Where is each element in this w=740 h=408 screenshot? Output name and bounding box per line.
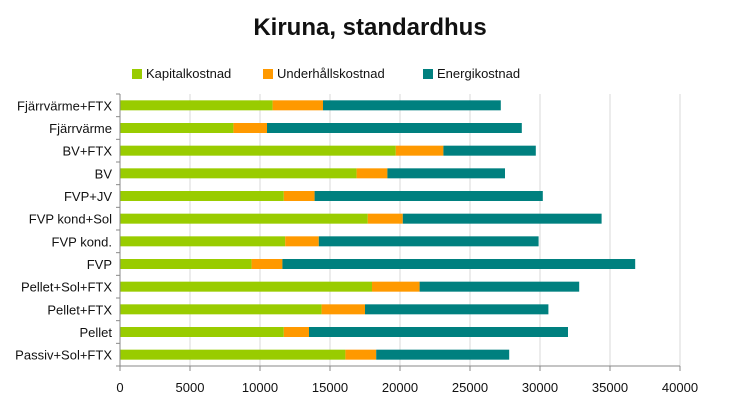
axes: 0 5000 10000 15000 20000 25000 30000 35000 40000… — [15, 93, 698, 395]
bar-segment — [376, 349, 510, 360]
bar-segment — [120, 168, 357, 179]
x-tick-label: 25000 — [452, 380, 488, 395]
bar-segment — [419, 281, 580, 292]
y-tick-label: FVP kond. — [52, 234, 112, 249]
y-tick-label: Passiv+Sol+FTX — [15, 348, 112, 363]
bar-segment — [120, 304, 322, 315]
bar-segment — [283, 191, 315, 201]
y-tick-label: BV — [95, 166, 113, 181]
bar-segment — [233, 123, 267, 133]
x-tick-label: 0 — [116, 380, 123, 395]
bar-segment — [309, 327, 568, 337]
bar-segment — [395, 145, 444, 156]
bar-segment — [356, 168, 388, 179]
bar-segment — [120, 259, 252, 269]
bar-segment — [402, 213, 602, 224]
bar-segment — [120, 281, 372, 292]
x-tick-label: 20000 — [382, 380, 418, 395]
bar-segment — [120, 213, 368, 224]
legend: Kapitalkostnad Underhållskostnad Energik… — [0, 66, 740, 86]
bar-segment — [282, 259, 636, 269]
legend-item-kapitalkostnad: Kapitalkostnad — [132, 66, 231, 81]
gridlines — [189, 94, 681, 366]
bar-segment — [120, 349, 346, 360]
y-tick-label: FVP kond+Sol — [29, 212, 112, 227]
bar-segment — [283, 327, 309, 337]
bar-segment — [285, 236, 319, 247]
y-tick-label: Pellet+Sol+FTX — [21, 280, 112, 295]
bar-segment — [120, 191, 284, 201]
y-tick-label: Fjärrvärme — [49, 121, 112, 136]
bar-segment — [387, 168, 505, 179]
bar-segment — [321, 304, 365, 315]
bar-segment — [365, 304, 549, 315]
legend-swatch-underhallskostnad — [263, 68, 273, 79]
bar-segment — [120, 327, 284, 337]
x-tick-label: 35000 — [592, 380, 628, 395]
x-tick-label: 30000 — [522, 380, 558, 395]
bar-segment — [318, 236, 539, 247]
legend-label-underhallskostnad: Underhållskostnad — [277, 66, 385, 81]
x-tick-label: 5000 — [176, 380, 205, 395]
bar-segment — [120, 123, 234, 133]
legend-label-energikostnad: Energikostnad — [437, 66, 521, 81]
x-tick-label: 10000 — [242, 380, 278, 395]
bar-segment — [120, 236, 286, 247]
legend-swatch-energikostnad — [423, 68, 433, 79]
bar-segment — [367, 213, 403, 224]
legend-item-underhallskostnad: Underhållskostnad — [263, 66, 385, 81]
bar-segment — [345, 349, 377, 360]
bar-segment — [267, 123, 522, 133]
bar-segment — [443, 145, 536, 156]
legend-item-energikostnad: Energikostnad — [423, 66, 520, 81]
bar-segment — [314, 191, 543, 201]
bar-segment — [251, 259, 283, 269]
legend-swatch-kapitalkostnad — [132, 68, 142, 79]
chart-title: Kiruna, standardhus — [253, 14, 487, 41]
y-tick-label: FVP — [87, 257, 112, 272]
bar-segment — [372, 281, 420, 292]
bar-segment — [272, 100, 323, 111]
y-tick-label: BV+FTX — [63, 144, 113, 159]
bar-segment — [323, 100, 501, 111]
bar-segment — [120, 100, 273, 111]
x-tick-label: 40000 — [662, 380, 698, 395]
legend-label-kapitalkostnad: Kapitalkostnad — [146, 66, 232, 81]
y-tick-label: Pellet+FTX — [47, 302, 112, 317]
x-tick-label: 15000 — [312, 380, 348, 395]
y-tick-label: FVP+JV — [64, 189, 112, 204]
bars — [120, 100, 636, 360]
bar-segment — [120, 145, 396, 156]
y-tick-label: Fjärrvärme+FTX — [17, 98, 112, 113]
y-tick-label: Pellet — [79, 325, 112, 340]
